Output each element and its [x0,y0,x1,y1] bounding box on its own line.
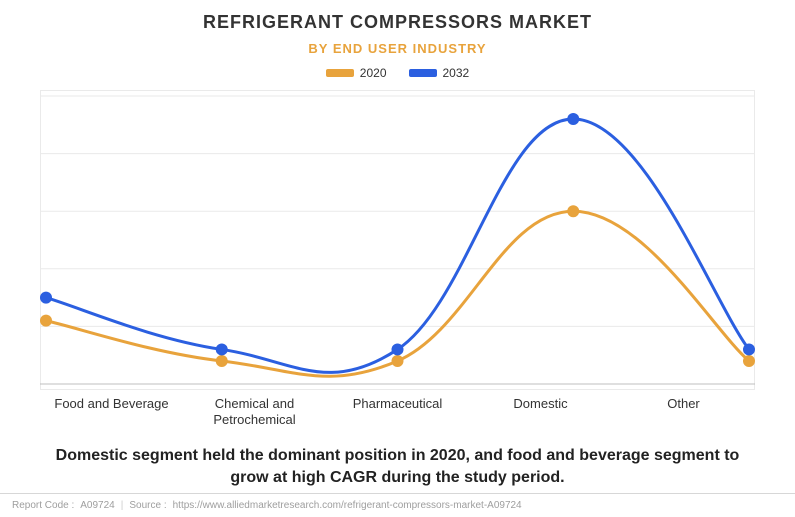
x-axis-label: Domestic [469,396,612,427]
report-code-label: Report Code : [12,500,74,511]
x-axis-label: Other [612,396,755,427]
x-axis-label: Pharmaceutical [326,396,469,427]
chart-subtitle: BY END USER INDUSTRY [0,41,795,56]
x-axis-label: Chemical and Petrochemical [183,396,326,427]
legend-swatch-2032 [409,69,437,77]
legend-item-2032: 2032 [409,66,470,80]
footer: Report Code : A09724 | Source : https://… [0,493,795,517]
x-axis-label: Food and Beverage [40,396,183,427]
legend-item-2020: 2020 [326,66,387,80]
chart-title: REFRIGERANT COMPRESSORS MARKET [0,0,795,33]
line-chart-svg [40,90,755,390]
chart-caption: Domestic segment held the dominant posit… [40,445,755,488]
report-code-value: A09724 [80,500,114,511]
legend-label-2020: 2020 [360,66,387,80]
legend-swatch-2020 [326,69,354,77]
chart-area [40,90,755,390]
source-value: https://www.alliedmarketresearch.com/ref… [173,500,522,511]
source-label: Source : [129,500,166,511]
x-axis-labels: Food and BeverageChemical and Petrochemi… [40,396,755,427]
footer-separator: | [121,500,124,511]
legend: 2020 2032 [0,66,795,80]
legend-label-2032: 2032 [443,66,470,80]
